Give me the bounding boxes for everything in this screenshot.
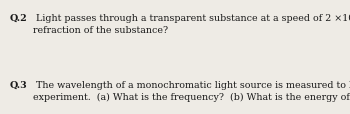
Text: Light passes through a transparent substance at a speed of 2 ×10⁸ m/s.  What is : Light passes through a transparent subst… bbox=[33, 14, 350, 35]
Text: The wavelength of a monochromatic light source is measured to be 5.5 ×10⁻⁸ m in : The wavelength of a monochromatic light … bbox=[33, 80, 350, 101]
Text: Q.2: Q.2 bbox=[10, 14, 28, 23]
Text: Q.3: Q.3 bbox=[10, 80, 28, 89]
